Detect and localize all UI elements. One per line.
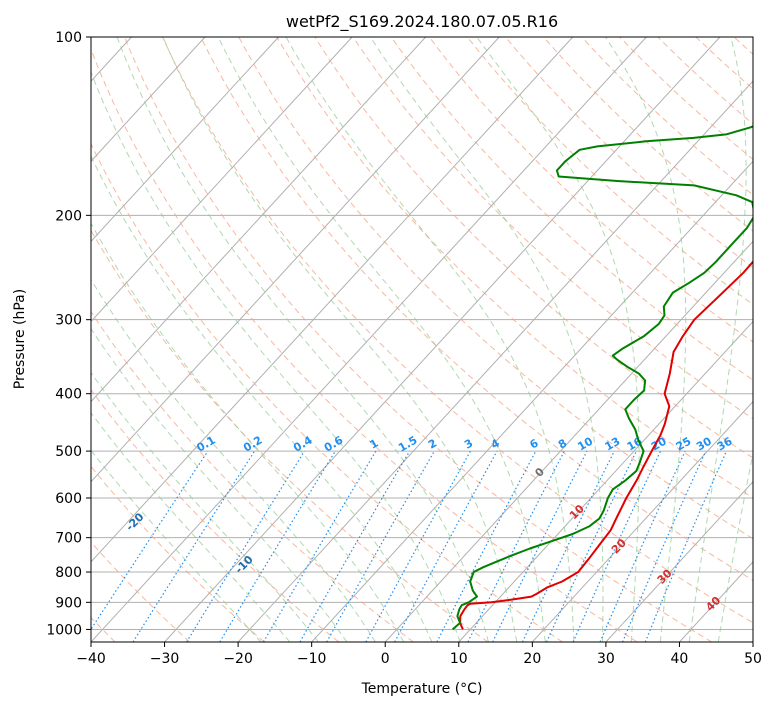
- y-tick-label: 900: [55, 595, 82, 611]
- moist-adiabat-line: [91, 70, 461, 642]
- dry-adiabat-line: [390, 37, 753, 381]
- moist-adiabat-line: [369, 37, 604, 642]
- mixing-ratio-line: [186, 450, 306, 642]
- y-tick-label: 400: [55, 387, 82, 403]
- x-tick-label: −30: [150, 651, 180, 667]
- moist-adiabat-line: [605, 37, 687, 642]
- dry-adiabat-line: [466, 37, 753, 306]
- x-tick-label: 20: [523, 651, 541, 667]
- y-axis-label: Pressure (hPa): [12, 289, 28, 389]
- y-tick-label: 700: [55, 531, 82, 547]
- x-tick-label: 0: [381, 651, 390, 667]
- moist-adiabat-line: [91, 371, 319, 642]
- isotherm-line: [91, 37, 647, 642]
- dry-adiabat-line: [200, 37, 753, 581]
- moist-adiabat-line: [116, 37, 489, 642]
- dry-adiabat-line: [91, 142, 563, 642]
- x-tick-label: −40: [76, 651, 106, 667]
- mixing-ratio-line: [219, 450, 336, 642]
- mixing-ratio-line: [394, 450, 498, 642]
- mixing-ratio-line: [492, 450, 588, 642]
- isotherm-line: [91, 37, 279, 243]
- x-tick-label: 30: [597, 651, 615, 667]
- dry-adiabat-line: [428, 37, 753, 343]
- y-tick-label: 800: [55, 565, 82, 581]
- moist-adiabat-line: [91, 222, 405, 642]
- x-tick-label: 40: [671, 651, 689, 667]
- dry-adiabat-line: [580, 37, 753, 196]
- mixing-ratio-line: [599, 450, 686, 642]
- moist-adiabat-line: [285, 37, 575, 642]
- dry-adiabat-line: [161, 37, 753, 624]
- moist-adiabat-line: [91, 278, 376, 642]
- dewpoint-profile-line: [451, 125, 753, 631]
- mixing-ratio-line: [467, 450, 565, 642]
- dry-adiabat-line: [91, 47, 638, 642]
- moist-adiabat-line: [717, 451, 753, 642]
- mixing-ratio-line: [622, 450, 707, 642]
- dry-adiabat-line: [542, 37, 753, 232]
- y-tick-label: 100: [55, 30, 82, 46]
- x-tick-label: −10: [297, 651, 327, 667]
- mixing-ratio-line: [644, 450, 727, 642]
- isotherm-line: [384, 240, 753, 642]
- x-tick-label: 50: [744, 651, 762, 667]
- temperature-profile-line: [459, 260, 753, 630]
- isotherm-line: [605, 480, 753, 642]
- moist-adiabat-line: [688, 37, 747, 642]
- dry-adiabat-line: [352, 37, 753, 420]
- dry-adiabat-line: [314, 37, 753, 459]
- mixing-ratio-line: [91, 450, 209, 631]
- dry-adiabat-line: [91, 389, 340, 642]
- isotherm-line: [164, 37, 721, 642]
- plot-frame: [90, 36, 754, 643]
- moist-adiabat-line: [476, 37, 640, 642]
- isotherm-line: [531, 400, 753, 642]
- moist-adiabat-line: [91, 327, 348, 642]
- isotherm-line: [91, 37, 574, 563]
- dry-adiabat-line: [238, 37, 753, 540]
- moist-adiabat-line: [91, 155, 433, 642]
- mixing-ratio-line: [326, 450, 435, 642]
- y-tick-label: 200: [55, 208, 82, 224]
- x-axis-label: Temperature (°C): [361, 681, 483, 697]
- dry-adiabat-line: [619, 37, 753, 160]
- isotherm-line: [91, 37, 353, 323]
- isotherm-line: [91, 37, 427, 403]
- moist-adiabat-line: [217, 37, 546, 642]
- x-tick-label: −20: [223, 651, 253, 667]
- mixing-ratio-line: [132, 450, 256, 642]
- y-tick-label: 1000: [46, 622, 82, 638]
- dry-adiabat-line: [91, 310, 414, 642]
- y-tick-label: 500: [55, 444, 82, 460]
- isotherm-line: [91, 37, 206, 162]
- y-tick-label: 600: [55, 491, 82, 507]
- chart-title: wetPf2_S169.2024.180.07.05.R16: [286, 12, 558, 32]
- moist-adiabat-line: [91, 411, 291, 642]
- isotherm-line: [91, 37, 500, 483]
- mixing-ratio-line: [365, 450, 472, 642]
- x-tick-label: 10: [450, 651, 468, 667]
- y-tick-label: 300: [55, 313, 82, 329]
- dry-adiabat-line: [123, 37, 713, 642]
